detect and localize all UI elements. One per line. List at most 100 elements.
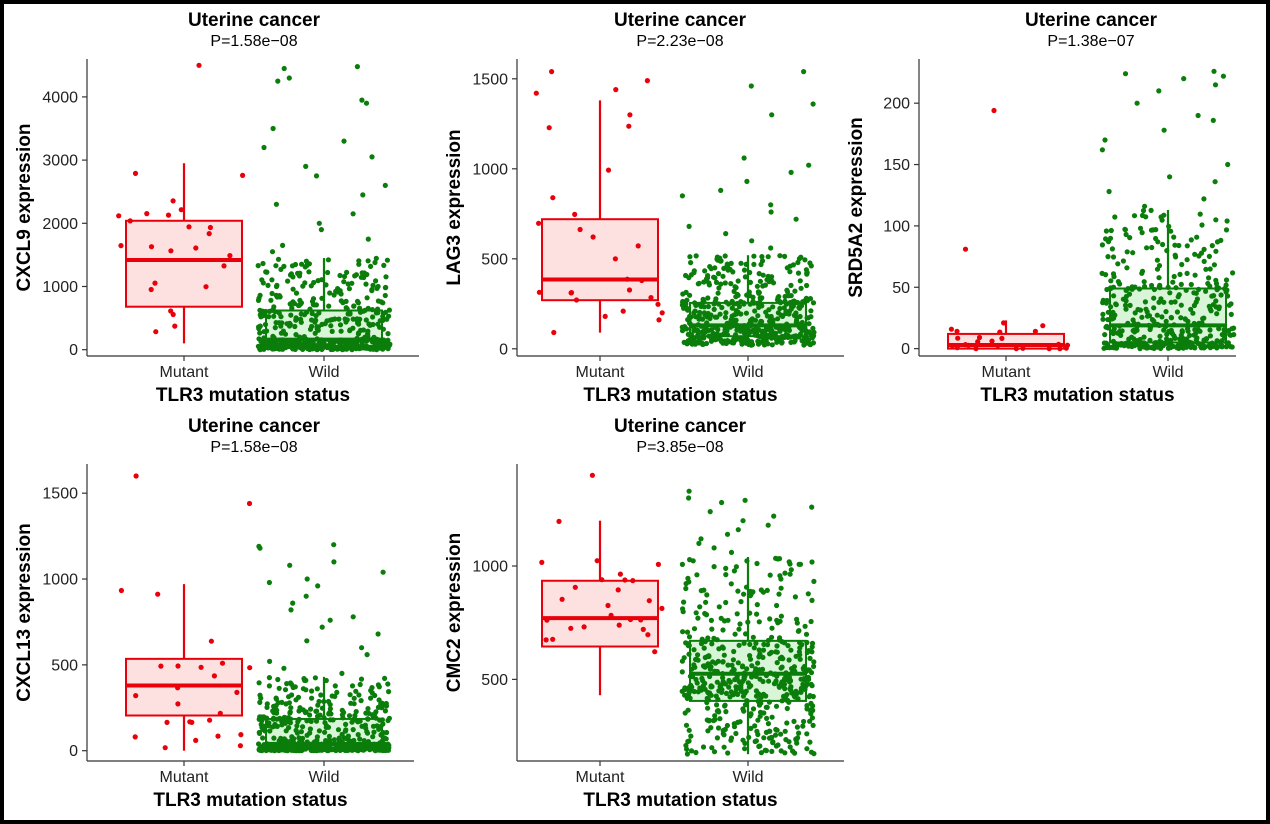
- data-point: [767, 572, 773, 578]
- data-point: [314, 713, 321, 719]
- data-point: [687, 321, 693, 327]
- data-point: [780, 656, 786, 662]
- data-point: [788, 647, 794, 653]
- data-point: [1228, 311, 1234, 317]
- data-point: [198, 664, 204, 670]
- data-point: [731, 336, 737, 342]
- data-point: [370, 723, 377, 729]
- data-point: [708, 692, 714, 698]
- data-point: [760, 328, 766, 334]
- wild-box: [679, 69, 817, 348]
- data-point: [743, 310, 750, 316]
- data-point: [713, 693, 719, 699]
- data-point: [685, 575, 691, 582]
- data-point: [791, 718, 797, 725]
- y-axis-label: SRD5A2 expression: [846, 117, 867, 298]
- data-point: [1110, 284, 1117, 290]
- data-point: [705, 310, 711, 317]
- data-point: [765, 637, 772, 644]
- data-point: [757, 321, 763, 327]
- data-point: [685, 317, 691, 323]
- data-point: [152, 280, 158, 286]
- data-point: [744, 666, 750, 672]
- data-point: [761, 710, 767, 716]
- data-point: [787, 561, 793, 567]
- data-point: [1210, 117, 1216, 123]
- data-point: [773, 336, 779, 342]
- data-point: [264, 715, 270, 721]
- data-point: [309, 317, 315, 323]
- data-point: [765, 522, 771, 528]
- data-point: [691, 268, 697, 274]
- data-point: [763, 704, 769, 710]
- data-point: [327, 338, 334, 344]
- data-point: [1122, 302, 1129, 308]
- data-point: [700, 678, 706, 684]
- data-point: [770, 739, 776, 745]
- data-point: [265, 723, 271, 729]
- data-point: [1103, 228, 1109, 234]
- data-point: [257, 699, 263, 706]
- data-point: [356, 261, 362, 267]
- data-point: [772, 671, 778, 677]
- data-point: [798, 685, 805, 691]
- data-point: [766, 326, 772, 332]
- data-point: [1108, 344, 1114, 350]
- data-point: [736, 642, 742, 648]
- data-point: [688, 332, 695, 338]
- data-point: [341, 138, 347, 144]
- data-point: [341, 279, 347, 285]
- data-point: [1057, 346, 1063, 352]
- data-point: [206, 231, 212, 237]
- data-point: [354, 64, 360, 70]
- data-point: [262, 728, 268, 734]
- data-point: [273, 201, 279, 207]
- mutant-box: [116, 62, 246, 344]
- data-point: [1199, 320, 1205, 326]
- data-point: [723, 231, 729, 237]
- data-point: [382, 182, 388, 188]
- data-point: [788, 339, 794, 345]
- data-point: [741, 591, 747, 597]
- data-point: [1171, 273, 1177, 280]
- data-point: [1156, 275, 1162, 281]
- data-point: [720, 671, 726, 677]
- data-point: [804, 703, 810, 709]
- data-point: [1132, 310, 1138, 316]
- data-point: [655, 561, 662, 568]
- data-point: [722, 726, 728, 733]
- data-point: [326, 344, 332, 350]
- data-point: [386, 689, 392, 695]
- data-point: [1214, 311, 1220, 317]
- data-point: [689, 674, 696, 680]
- data-point: [627, 112, 633, 118]
- data-point: [635, 243, 641, 249]
- data-point: [748, 83, 754, 89]
- data-point: [781, 640, 788, 646]
- data-point: [365, 331, 371, 337]
- data-point: [757, 278, 764, 284]
- data-point: [275, 747, 281, 753]
- data-point: [707, 673, 713, 680]
- data-point: [1123, 306, 1129, 312]
- data-point: [773, 679, 779, 685]
- data-point: [791, 664, 798, 670]
- data-point: [741, 674, 747, 681]
- data-point: [793, 299, 799, 305]
- data-point: [543, 637, 549, 643]
- data-point: [380, 569, 386, 575]
- data-point: [703, 612, 710, 618]
- data-point: [1206, 253, 1212, 259]
- data-point: [714, 314, 720, 320]
- data-point: [1201, 196, 1207, 202]
- data-point: [1213, 298, 1219, 304]
- data-point: [973, 346, 979, 352]
- data-point: [372, 711, 378, 717]
- data-point: [754, 602, 760, 608]
- data-point: [599, 577, 605, 583]
- data-point: [196, 62, 202, 68]
- data-point: [290, 286, 296, 292]
- data-point: [740, 706, 746, 712]
- x-tick-label: Mutant: [160, 364, 209, 381]
- wild-box: [679, 488, 817, 757]
